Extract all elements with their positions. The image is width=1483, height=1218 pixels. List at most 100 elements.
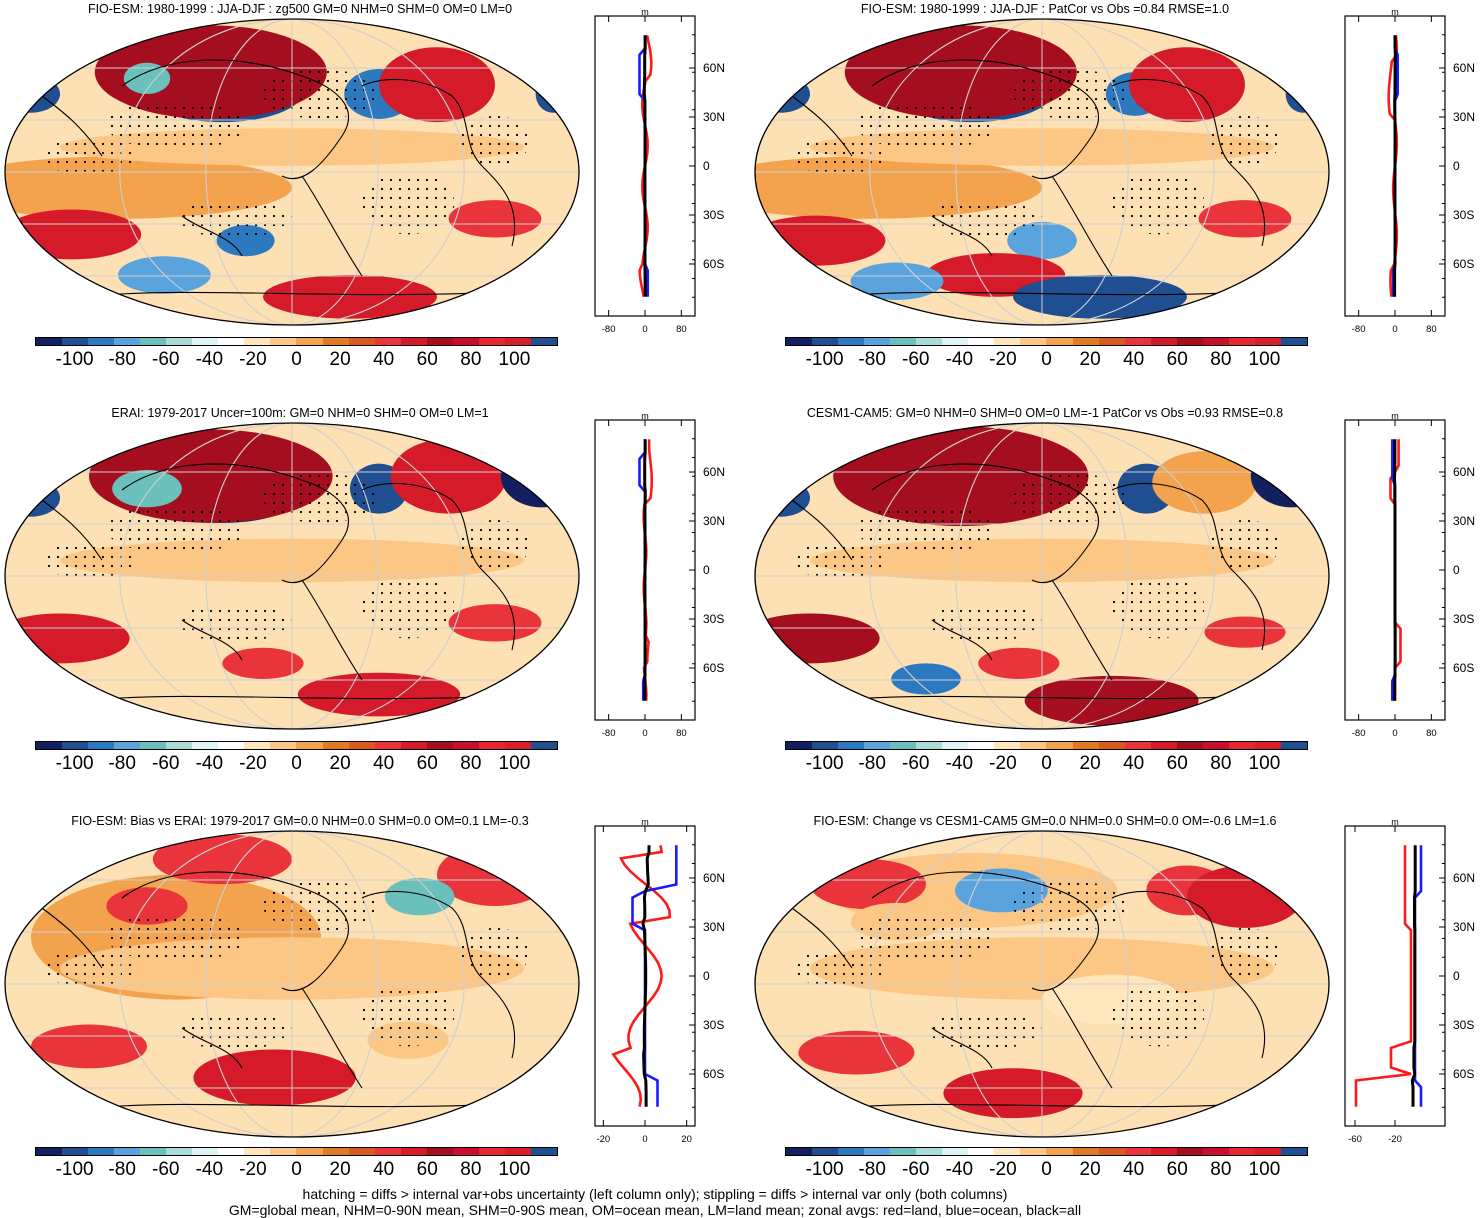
lat-tick-label: 30N [1453, 110, 1475, 124]
lat-tick-label: 30N [703, 920, 725, 934]
colorbar-tick-label: -60 [902, 349, 929, 371]
colorbar-swatch [218, 1148, 244, 1155]
colorbar-swatch [349, 338, 375, 345]
anomaly-region [31, 1025, 147, 1069]
colorbar [785, 337, 1308, 346]
colorbar-tick-label: -20 [239, 1159, 266, 1181]
robinson-map [2, 828, 582, 1140]
colorbar-swatch [218, 338, 244, 345]
lat-tick-label: 60N [1453, 61, 1475, 75]
anomaly-region [449, 604, 542, 641]
stippling [926, 1012, 1042, 1049]
colorbar-swatch [1255, 1148, 1281, 1155]
colorbar-tick-label: -20 [239, 753, 266, 775]
stippling [1013, 881, 1129, 931]
robinson-map [752, 16, 1332, 328]
zonal-all-line [644, 35, 645, 296]
colorbar-swatch [36, 742, 62, 749]
zonal-x-tick-label: -80 [602, 324, 616, 335]
lat-tick-label: 60S [1453, 661, 1474, 675]
colorbar-swatch [1229, 338, 1255, 345]
zonal-all-line [645, 439, 646, 700]
colorbar-swatch [838, 742, 864, 749]
colorbar [785, 1147, 1308, 1156]
colorbar-swatch [786, 1148, 812, 1155]
colorbar-swatch [1046, 338, 1072, 345]
colorbar-swatch [1073, 1148, 1099, 1155]
colorbar-swatch [505, 338, 531, 345]
colorbar-swatch [36, 1148, 62, 1155]
stippling [793, 542, 886, 579]
lat-tick-label: 0 [1453, 563, 1460, 577]
zonal-x-tick-label: 80 [1426, 728, 1437, 739]
lat-tick-label: 30N [703, 110, 725, 124]
anomaly-region [943, 1068, 1082, 1118]
stippling [1210, 520, 1280, 570]
colorbar-tick-label: 100 [499, 753, 531, 775]
zonal-unit-label: m [641, 817, 649, 827]
colorbar-swatch [1151, 1148, 1177, 1155]
lat-tick-label: 30N [1453, 920, 1475, 934]
zonal-x-tick-label: 20 [681, 1134, 692, 1145]
colorbar-tick-label: 0 [291, 349, 302, 371]
colorbar-swatch [323, 742, 349, 749]
zonal-x-tick-label: -80 [602, 728, 616, 739]
footer-line-1: hatching = diffs > internal var+obs unce… [0, 1186, 1310, 1202]
anomaly-region [153, 834, 292, 884]
lat-tick-label: 30S [1453, 612, 1474, 626]
colorbar-swatch [479, 338, 505, 345]
colorbar-tick-label: -40 [196, 1159, 223, 1181]
anomaly-region [1013, 275, 1187, 319]
colorbar-swatch [166, 1148, 192, 1155]
colorbar-tick-label: 20 [330, 753, 351, 775]
colorbar-swatch [140, 1148, 166, 1155]
colorbar-swatch [36, 338, 62, 345]
anomaly-region [193, 1050, 355, 1106]
colorbar-swatch [864, 338, 890, 345]
colorbar-tick-label: 0 [291, 753, 302, 775]
colorbar [35, 741, 558, 750]
lat-tick-label: 30S [703, 1018, 724, 1032]
colorbar-tick-label: 40 [373, 1159, 394, 1181]
stippling [362, 576, 455, 638]
colorbar-tick-label: 100 [1249, 753, 1281, 775]
anomaly-region [501, 445, 582, 507]
anomaly-region [810, 859, 926, 909]
colorbar-tick-label: -60 [902, 1159, 929, 1181]
colorbar-tick-label: -100 [806, 753, 844, 775]
colorbar-swatch [114, 1148, 140, 1155]
zonal-unit-label: m [1391, 411, 1399, 421]
lat-tick-label: 0 [1453, 159, 1460, 173]
colorbar-tick-label: -40 [196, 753, 223, 775]
colorbar-tick-label: 40 [373, 753, 394, 775]
colorbar-swatch [427, 742, 453, 749]
lat-tick-label: 30N [1453, 514, 1475, 528]
colorbar-swatch [427, 1148, 453, 1155]
stippling [856, 100, 995, 150]
panel-title: FIO-ESM: 1980-1999 : JJA-DJF : PatCor vs… [745, 2, 1345, 16]
colorbar-swatch [1125, 1148, 1151, 1155]
stippling [43, 950, 136, 987]
colorbar-swatch [890, 1148, 916, 1155]
colorbar-tick-label: -100 [56, 753, 94, 775]
colorbar-swatch [244, 742, 270, 749]
colorbar-tick-label: 100 [499, 349, 531, 371]
lat-tick-label: 0 [703, 563, 710, 577]
stippling [460, 116, 530, 166]
colorbar-swatch [401, 742, 427, 749]
colorbar-swatch [968, 1148, 994, 1155]
colorbar-tick-label: 80 [460, 349, 481, 371]
zonal-x-tick-label: 0 [1392, 728, 1397, 739]
colorbar-swatch [505, 1148, 531, 1155]
stippling [1210, 116, 1280, 166]
anomaly-region [263, 275, 437, 319]
colorbar-swatch [1281, 742, 1307, 749]
colorbar-swatch [1177, 742, 1203, 749]
lat-tick-label: 60N [1453, 465, 1475, 479]
zonal-x-tick-label: 80 [676, 728, 687, 739]
stippling [926, 604, 1042, 641]
zonal-all-line [1412, 845, 1415, 1106]
